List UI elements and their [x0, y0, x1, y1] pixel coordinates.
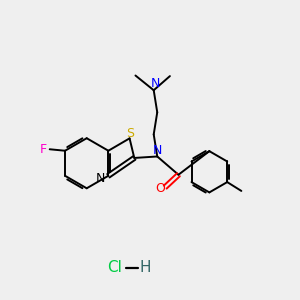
Text: N: N — [153, 143, 163, 157]
Text: N: N — [95, 172, 105, 184]
Text: Cl: Cl — [107, 260, 122, 275]
Text: O: O — [155, 182, 165, 195]
Text: N: N — [151, 77, 160, 90]
Text: S: S — [126, 127, 134, 140]
Text: F: F — [40, 143, 47, 156]
Text: H: H — [140, 260, 151, 275]
